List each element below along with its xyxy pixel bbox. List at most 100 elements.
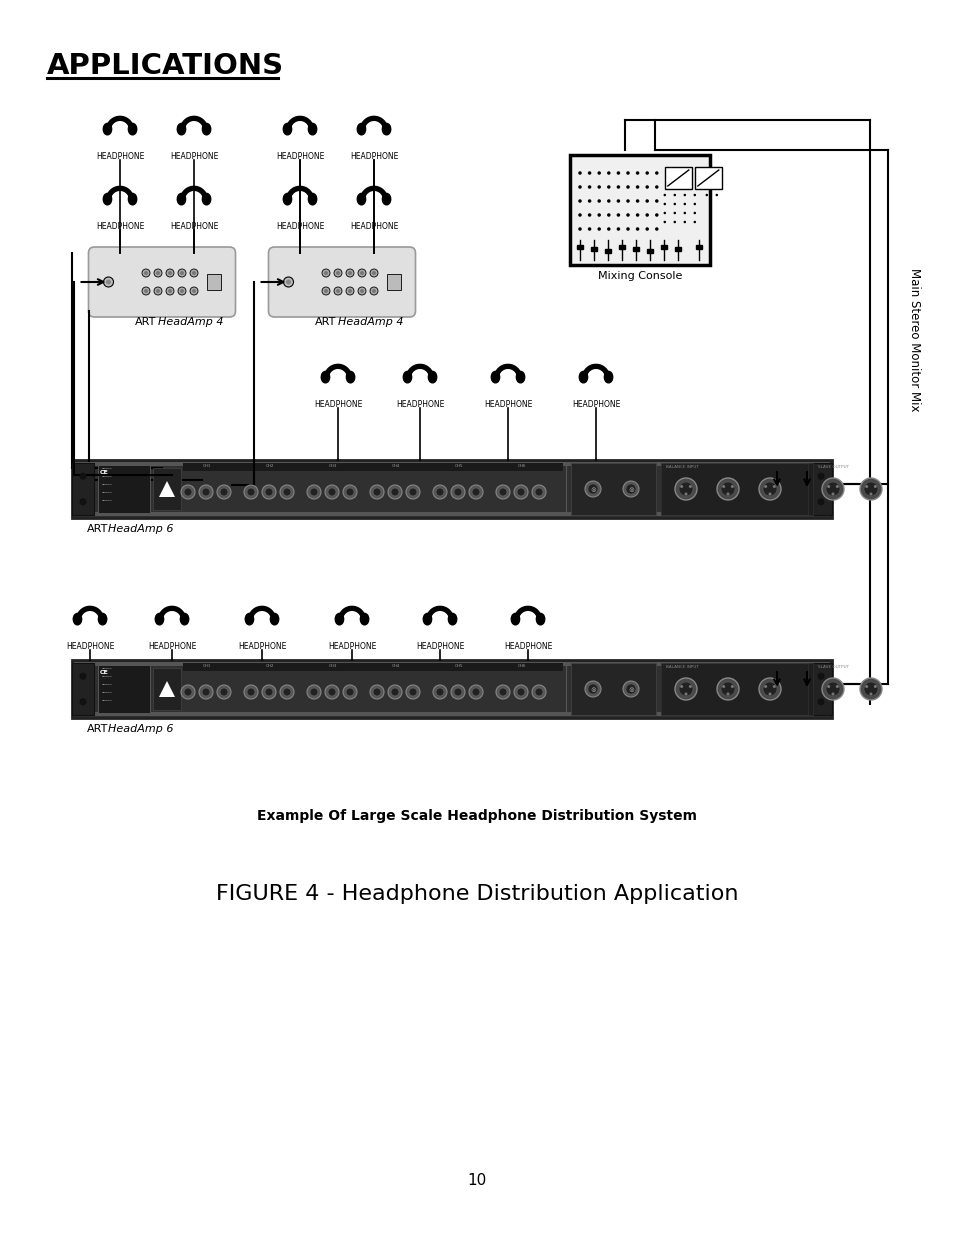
Ellipse shape [348, 270, 352, 275]
Ellipse shape [655, 185, 658, 189]
Ellipse shape [469, 485, 482, 499]
Ellipse shape [247, 488, 254, 496]
Ellipse shape [357, 287, 366, 295]
Ellipse shape [308, 194, 316, 205]
Bar [74, 713, 829, 716]
Ellipse shape [597, 199, 600, 203]
Ellipse shape [178, 287, 186, 295]
Bar [664, 167, 691, 189]
Ellipse shape [826, 685, 829, 688]
Text: HeadAmp 4: HeadAmp 4 [158, 317, 223, 327]
Ellipse shape [472, 488, 479, 496]
Bar [571, 663, 656, 715]
Ellipse shape [370, 269, 377, 277]
Ellipse shape [280, 485, 294, 499]
Bar [71, 463, 94, 515]
Ellipse shape [247, 688, 254, 697]
Ellipse shape [322, 287, 330, 295]
Ellipse shape [359, 289, 364, 293]
Ellipse shape [220, 688, 228, 697]
Ellipse shape [202, 194, 211, 205]
Bar [387, 274, 401, 290]
Polygon shape [106, 116, 133, 130]
Ellipse shape [156, 289, 160, 293]
Text: HeadAmp 4: HeadAmp 4 [337, 317, 403, 327]
Polygon shape [360, 116, 387, 130]
Ellipse shape [535, 488, 542, 496]
Ellipse shape [144, 270, 148, 275]
Polygon shape [286, 116, 314, 130]
Text: CH3: CH3 [329, 464, 337, 468]
Polygon shape [406, 364, 434, 378]
Ellipse shape [625, 214, 629, 217]
Text: HEADPHONE: HEADPHONE [237, 642, 286, 651]
Ellipse shape [684, 693, 687, 695]
Ellipse shape [270, 614, 278, 625]
Ellipse shape [346, 488, 354, 496]
Ellipse shape [199, 485, 213, 499]
Text: SLAVE OUTPUT: SLAVE OUTPUT [817, 466, 848, 469]
Ellipse shape [451, 685, 464, 699]
Ellipse shape [335, 614, 343, 625]
Text: Mixing Console: Mixing Console [598, 270, 681, 282]
Polygon shape [76, 606, 104, 620]
Text: CH5: CH5 [455, 464, 463, 468]
Ellipse shape [864, 685, 867, 688]
Ellipse shape [535, 688, 542, 697]
Text: ⊗: ⊗ [627, 687, 634, 693]
Polygon shape [360, 186, 387, 200]
Text: HEADPHONE: HEADPHONE [170, 222, 218, 231]
Text: ─────: ───── [101, 667, 112, 671]
Text: FIGURE 4 - Headphone Distribution Application: FIGURE 4 - Headphone Distribution Applic… [215, 884, 738, 904]
Polygon shape [338, 606, 365, 620]
Ellipse shape [826, 485, 829, 488]
Text: HEADPHONE: HEADPHONE [314, 400, 362, 409]
Ellipse shape [597, 172, 600, 174]
Ellipse shape [817, 498, 823, 505]
Ellipse shape [265, 688, 273, 697]
Ellipse shape [283, 277, 294, 287]
Ellipse shape [391, 488, 398, 496]
Ellipse shape [578, 372, 587, 383]
Text: HEADPHONE: HEADPHONE [275, 222, 324, 231]
Ellipse shape [190, 287, 198, 295]
FancyBboxPatch shape [89, 247, 235, 317]
Ellipse shape [730, 485, 733, 488]
Ellipse shape [346, 688, 354, 697]
Ellipse shape [616, 185, 619, 189]
Ellipse shape [772, 485, 775, 488]
Ellipse shape [144, 289, 148, 293]
Ellipse shape [98, 614, 107, 625]
Text: ─────: ───── [101, 499, 112, 503]
Ellipse shape [472, 688, 479, 697]
Ellipse shape [307, 685, 320, 699]
Text: ─────: ───── [101, 692, 112, 695]
Ellipse shape [142, 269, 150, 277]
Ellipse shape [645, 214, 648, 217]
Ellipse shape [606, 185, 610, 189]
Ellipse shape [382, 124, 391, 135]
Text: CH6: CH6 [517, 664, 526, 668]
Ellipse shape [180, 289, 184, 293]
Bar [694, 167, 721, 189]
Ellipse shape [606, 172, 610, 174]
Ellipse shape [663, 203, 665, 205]
Ellipse shape [433, 685, 447, 699]
Ellipse shape [517, 488, 524, 496]
FancyBboxPatch shape [268, 247, 416, 317]
Ellipse shape [310, 488, 317, 496]
Ellipse shape [181, 685, 194, 699]
Ellipse shape [831, 493, 834, 495]
Ellipse shape [220, 488, 228, 496]
Ellipse shape [587, 684, 598, 694]
Ellipse shape [511, 614, 519, 625]
Ellipse shape [721, 685, 724, 688]
Text: HEADPHONE: HEADPHONE [170, 152, 218, 161]
Ellipse shape [283, 124, 292, 135]
Ellipse shape [720, 682, 734, 697]
Ellipse shape [584, 480, 600, 496]
Polygon shape [248, 606, 275, 620]
Ellipse shape [817, 473, 823, 479]
Text: HEADPHONE: HEADPHONE [483, 400, 532, 409]
Ellipse shape [192, 289, 195, 293]
